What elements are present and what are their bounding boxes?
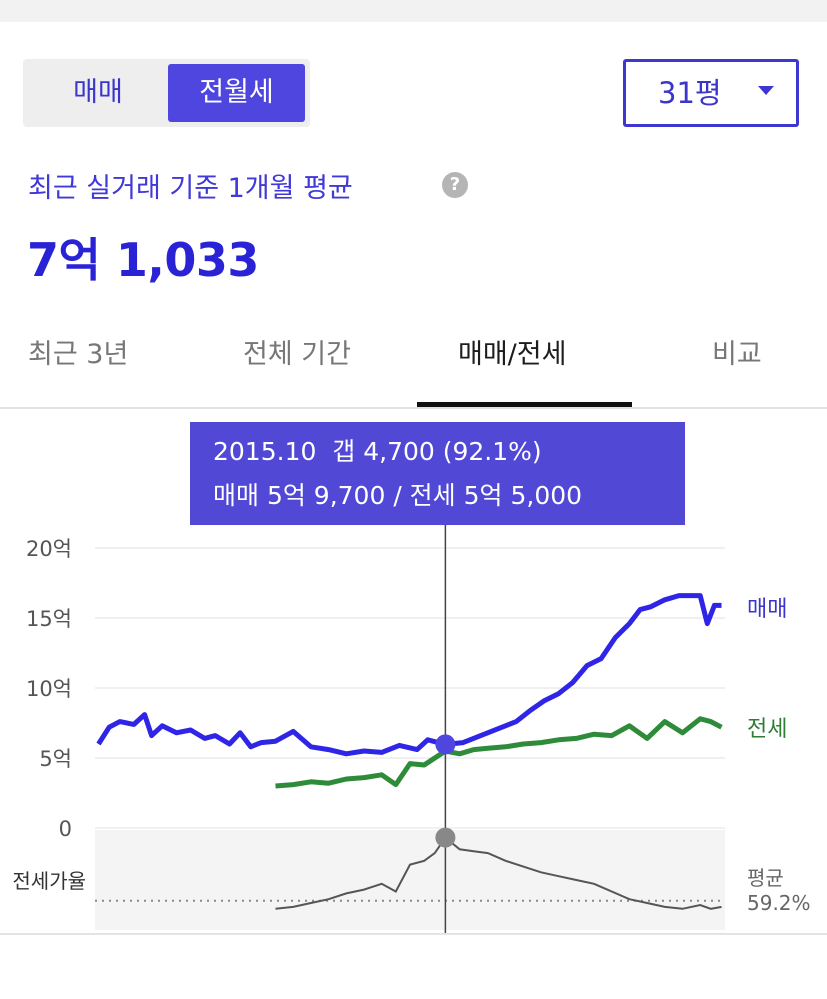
sale-hover-marker (435, 734, 456, 755)
top-strip (0, 0, 827, 22)
tab-sale-jeonse[interactable]: 매매/전세 (458, 339, 567, 370)
ratio-average-value: 59.2% (747, 891, 811, 915)
y-tick-label: 0 (59, 817, 72, 841)
y-axis-ticks: 0 5억 10억 15억 20억 (26, 537, 72, 841)
tab-all-period[interactable]: 전체 기간 (243, 339, 351, 370)
series-label-jeonse: 전세 (747, 717, 787, 742)
ratio-average-label: 평균 (747, 866, 784, 890)
y-tick-label: 10억 (26, 677, 72, 701)
size-select-value: 31평 (658, 76, 722, 110)
ratio-hover-marker (435, 827, 456, 848)
deal-type-toggle: 매매 전월세 (23, 59, 310, 127)
tooltip-line-2: 매매 5억 9,700 / 전세 5억 5,000 (213, 481, 582, 510)
price-caption: 최근 실거래 기준 1개월 평균 (28, 173, 353, 204)
caret-down-icon (758, 86, 774, 95)
ratio-axis-label: 전세가율 (12, 869, 86, 893)
y-tick-label: 5억 (39, 747, 72, 771)
sale-toggle-button[interactable]: 매매 (73, 77, 123, 108)
help-icon[interactable]: ? (442, 172, 468, 198)
chart-grid (95, 547, 725, 829)
active-tab-indicator (417, 402, 632, 407)
tooltip-box (190, 422, 685, 525)
tab-compare[interactable]: 비교 (712, 339, 762, 370)
tooltip-line-1: 2015.10 갭 4,700 (92.1%) (213, 437, 542, 466)
chart-bottom-border (0, 933, 827, 935)
tab-recent-3-years[interactable]: 최근 3년 (28, 339, 129, 370)
average-price: 7억 1,033 (27, 233, 259, 287)
series-label-sale: 매매 (747, 597, 787, 622)
ratio-panel-background (95, 830, 725, 930)
y-tick-label: 15억 (26, 607, 72, 631)
jeonse-price-line (275, 716, 723, 789)
size-select[interactable]: 31평 (623, 59, 799, 127)
rent-toggle-button[interactable]: 전월세 (168, 64, 305, 122)
jeonse-ratio-line (275, 836, 722, 910)
y-tick-label: 20억 (26, 537, 72, 561)
tabs-divider (0, 407, 827, 409)
sale-price-line (96, 593, 722, 757)
